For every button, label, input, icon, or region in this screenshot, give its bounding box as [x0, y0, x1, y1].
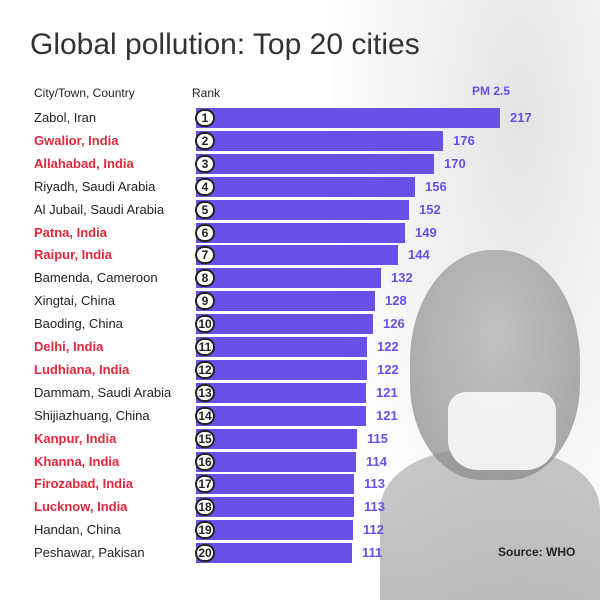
rank-badge: 11: [195, 338, 215, 356]
pm25-bar: [196, 199, 409, 220]
chart-title: Global pollution: Top 20 cities: [30, 28, 420, 61]
rank-badge: 12: [195, 360, 215, 379]
city-label: Allahabad, India: [34, 155, 134, 171]
city-label: Shijiazhuang, China: [34, 407, 150, 423]
rank-badge: 18: [195, 498, 215, 517]
pm25-value-label: 115: [367, 430, 388, 446]
pm25-value-label: 156: [425, 178, 447, 194]
pm25-value-label: 113: [364, 499, 385, 515]
pm25-value-label: 128: [385, 293, 407, 309]
rank-badge: 17: [195, 475, 215, 494]
pm25-value-label: 121: [376, 384, 398, 400]
rank-badge: 6: [195, 223, 215, 242]
pm25-value-label: 176: [453, 132, 475, 148]
city-label: Patna, India: [34, 224, 107, 240]
city-label: Delhi, India: [34, 339, 104, 354]
rank-badge: 7: [195, 246, 215, 265]
city-label: Handan, China: [34, 522, 121, 538]
rank-badge: 10: [195, 315, 215, 334]
pm25-value-label: 113: [364, 476, 385, 492]
rank-badge: 2: [195, 131, 215, 150]
city-label: Raipur, India: [34, 247, 113, 263]
pm25-bar: [196, 314, 373, 335]
pm25-value-label: 126: [383, 316, 405, 332]
pm25-value-label: 149: [415, 224, 437, 240]
pm25-value-label: 114: [366, 453, 387, 469]
city-label: Gwalior, India: [34, 132, 119, 148]
pm25-value-label: 217: [510, 110, 532, 125]
city-label: Khanna, India: [34, 453, 120, 469]
pm25-value-label: 152: [419, 201, 441, 217]
pm25-bar: [196, 153, 434, 174]
rank-badge: 4: [195, 177, 215, 196]
rank-badge: 19: [195, 521, 215, 540]
pm25-bar: [196, 359, 367, 380]
pm25-value-label: 121: [376, 407, 398, 423]
rank-badge: 9: [195, 292, 215, 311]
city-label: Lucknow, India: [34, 499, 128, 515]
face-mask-silhouette: [448, 392, 556, 470]
city-label: Xingtai, China: [34, 293, 115, 309]
pm25-bar: [196, 497, 354, 518]
pm25-bar: [196, 108, 500, 128]
rank-badge: 8: [195, 269, 215, 288]
rank-badge: 14: [195, 406, 215, 425]
pm25-value-label: 132: [391, 270, 413, 286]
city-label: Ludhiana, India: [34, 361, 130, 377]
pm25-bar: [196, 451, 356, 472]
pm25-bar: [196, 291, 375, 312]
pm25-value-label: 144: [408, 247, 430, 263]
pm25-bar: [196, 543, 352, 564]
city-label: Firozabad, India: [34, 476, 133, 492]
pm25-value-label: 111: [362, 545, 383, 561]
city-label: Baoding, China: [34, 316, 123, 332]
city-label: Al Jubail, Saudi Arabia: [34, 201, 165, 217]
city-label: Bamenda, Cameroon: [34, 270, 158, 286]
pm25-bar: [196, 428, 357, 449]
pm25-value-label: 122: [377, 339, 399, 354]
rank-badge: 20: [195, 544, 215, 563]
city-label: Riyadh, Saudi Arabia: [34, 178, 156, 194]
source-note: Source: WHO: [498, 545, 576, 559]
city-label: Peshawar, Pakisan: [34, 545, 145, 561]
pm25-value-label: 112: [363, 522, 384, 538]
rank-badge: 15: [195, 429, 215, 448]
pm25-value-label: 170: [444, 155, 466, 171]
city-label: Zabol, Iran: [34, 110, 97, 125]
rank-badge: 1: [195, 109, 215, 127]
rank-column-header: Rank: [192, 86, 221, 100]
pm25-bar: [196, 382, 366, 403]
pm25-bar: [196, 245, 398, 266]
rank-badge: 5: [195, 200, 215, 219]
pm25-bar: [196, 130, 443, 151]
city-label: Kanpur, India: [34, 430, 117, 446]
child-body-silhouette: [380, 450, 600, 600]
city-label: Dammam, Saudi Arabia: [34, 384, 172, 400]
rank-badge: 13: [195, 383, 215, 402]
pm25-bar: [196, 337, 367, 357]
pm25-bar: [196, 405, 366, 426]
pm25-bar: [196, 222, 405, 243]
pm25-bar: [196, 520, 353, 541]
pm25-bar: [196, 268, 381, 289]
pm25-value-label: 122: [377, 361, 399, 377]
pm25-bar: [196, 176, 415, 197]
pm25-column-header: PM 2.5: [472, 84, 511, 98]
rank-badge: 16: [195, 452, 215, 471]
pm25-bar: [196, 474, 354, 495]
city-column-header: City/Town, Country: [34, 86, 135, 100]
rank-badge: 3: [195, 154, 215, 173]
